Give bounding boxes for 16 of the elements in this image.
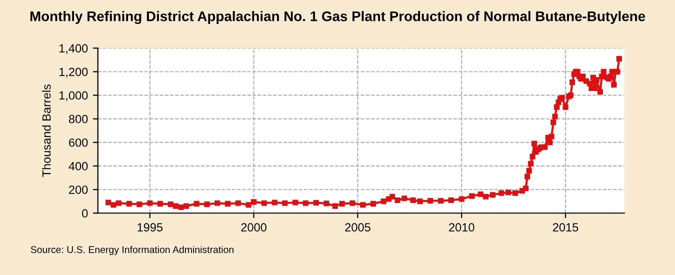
chart-title: Monthly Refining District Appalachian No. 1 Gas Plant Production of Normal Butane-Butylene (30, 11, 646, 24)
source-note: Source: U.S. Energy Information Administration (30, 246, 234, 256)
y-tick-label: 1,000 (60, 91, 88, 102)
x-tick-label: 1995 (138, 223, 163, 232)
y-tick-label: 400 (68, 162, 88, 170)
y-axis-title: Thousand Barrels (42, 84, 51, 177)
x-tick-label: 2010 (449, 223, 474, 232)
x-tick-label: 2015 (552, 223, 578, 232)
x-tick-label: 2005 (345, 223, 370, 232)
y-tick-label: 1,400 (60, 44, 88, 54)
y-tick-label: 200 (69, 186, 88, 194)
y-tick-label: 800 (68, 114, 88, 124)
y-tick-label: 1,200 (60, 68, 88, 78)
y-tick-label: 600 (69, 138, 88, 147)
x-tick-label: 2000 (241, 223, 266, 232)
y-tick-label: 0 (82, 209, 88, 218)
